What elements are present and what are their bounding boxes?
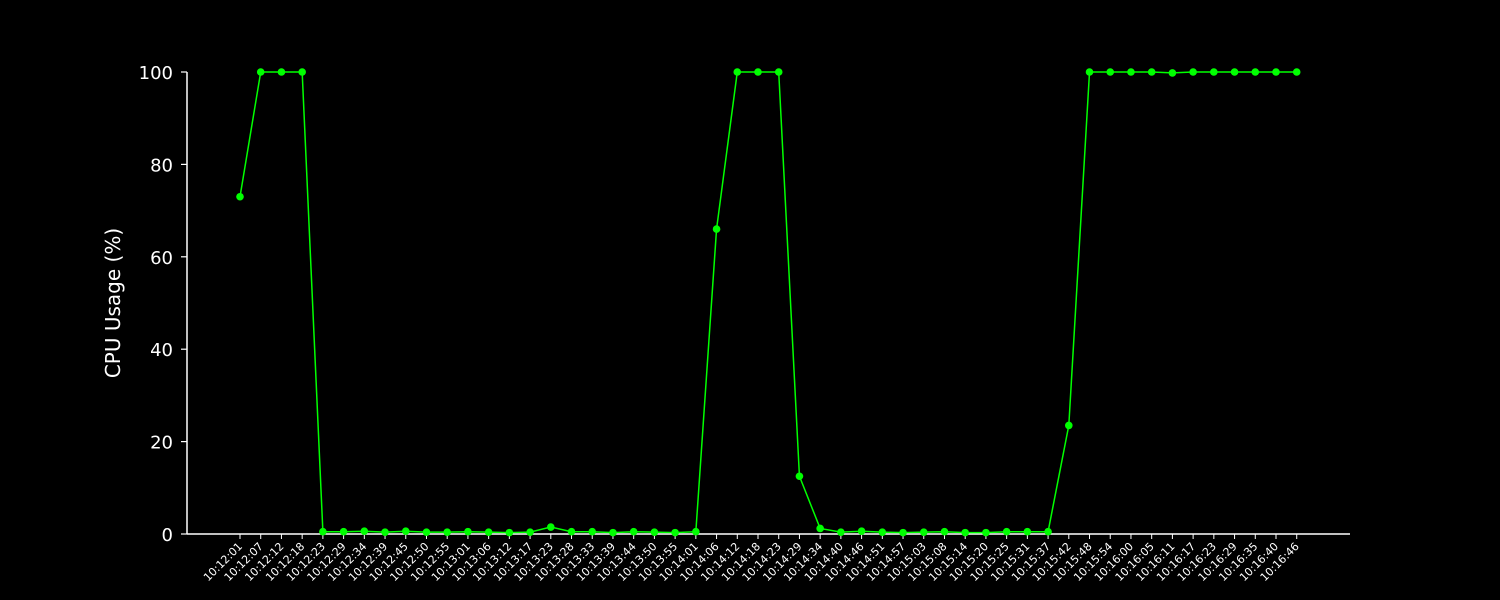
data-point (609, 528, 617, 537)
data-point (567, 527, 576, 536)
axes (186, 72, 1350, 535)
data-point (401, 527, 410, 536)
data-point (774, 68, 783, 76)
data-point (298, 68, 306, 76)
y-tick-label: 60 (150, 248, 173, 269)
data-point (526, 528, 534, 536)
data-point (1168, 69, 1177, 77)
y-tick-label: 0 (162, 525, 173, 546)
data-point (1292, 68, 1301, 76)
data-point (1230, 68, 1239, 76)
data-point (443, 528, 452, 536)
data-point (588, 527, 597, 536)
data-point (1002, 527, 1011, 536)
data-point (692, 527, 700, 536)
data-point (857, 527, 866, 536)
data-point (256, 68, 265, 76)
y-ticks: 0 20 40 60 80 100 (139, 63, 187, 546)
data-point (733, 68, 742, 76)
data-point (464, 527, 472, 536)
data-point (1189, 68, 1197, 76)
data-point (236, 192, 244, 201)
data-point (1106, 68, 1115, 76)
data-point (381, 528, 389, 536)
data-point (919, 528, 928, 536)
series-line (239, 71, 1297, 534)
y-axis-label: CPU Usage (%) (101, 228, 125, 378)
data-point (505, 528, 514, 537)
data-point (484, 528, 493, 536)
data-point (1210, 68, 1218, 76)
data-point (795, 472, 804, 481)
data-point (319, 527, 327, 536)
data-point (1065, 421, 1073, 430)
series-cpu-usage (236, 68, 1301, 537)
x-ticks: 10:12:0110:12:0710:12:1210:12:1810:12:23… (201, 534, 1302, 584)
y-tick-label: 100 (139, 63, 173, 84)
y-tick-label: 80 (150, 155, 173, 176)
data-point (1272, 68, 1280, 76)
data-point (1147, 68, 1156, 76)
data-point (878, 528, 887, 536)
data-point (650, 528, 659, 536)
data-point (422, 528, 431, 536)
data-point (1044, 527, 1052, 536)
data-point (671, 528, 679, 537)
data-point (940, 527, 949, 536)
data-point (899, 528, 907, 537)
data-point (547, 523, 555, 531)
data-point (837, 528, 845, 536)
data-point (277, 68, 286, 76)
data-point (1023, 527, 1032, 536)
data-point (961, 528, 969, 537)
data-point (360, 527, 369, 536)
y-tick-label: 40 (150, 340, 173, 361)
data-point (754, 68, 762, 76)
data-point (1251, 68, 1260, 76)
data-point (339, 527, 348, 536)
data-point (712, 225, 721, 233)
data-point (1085, 68, 1094, 76)
data-point (982, 528, 990, 537)
data-point (1127, 68, 1135, 76)
data-point (816, 524, 824, 533)
y-tick-label: 20 (150, 433, 173, 454)
data-point (629, 527, 638, 536)
